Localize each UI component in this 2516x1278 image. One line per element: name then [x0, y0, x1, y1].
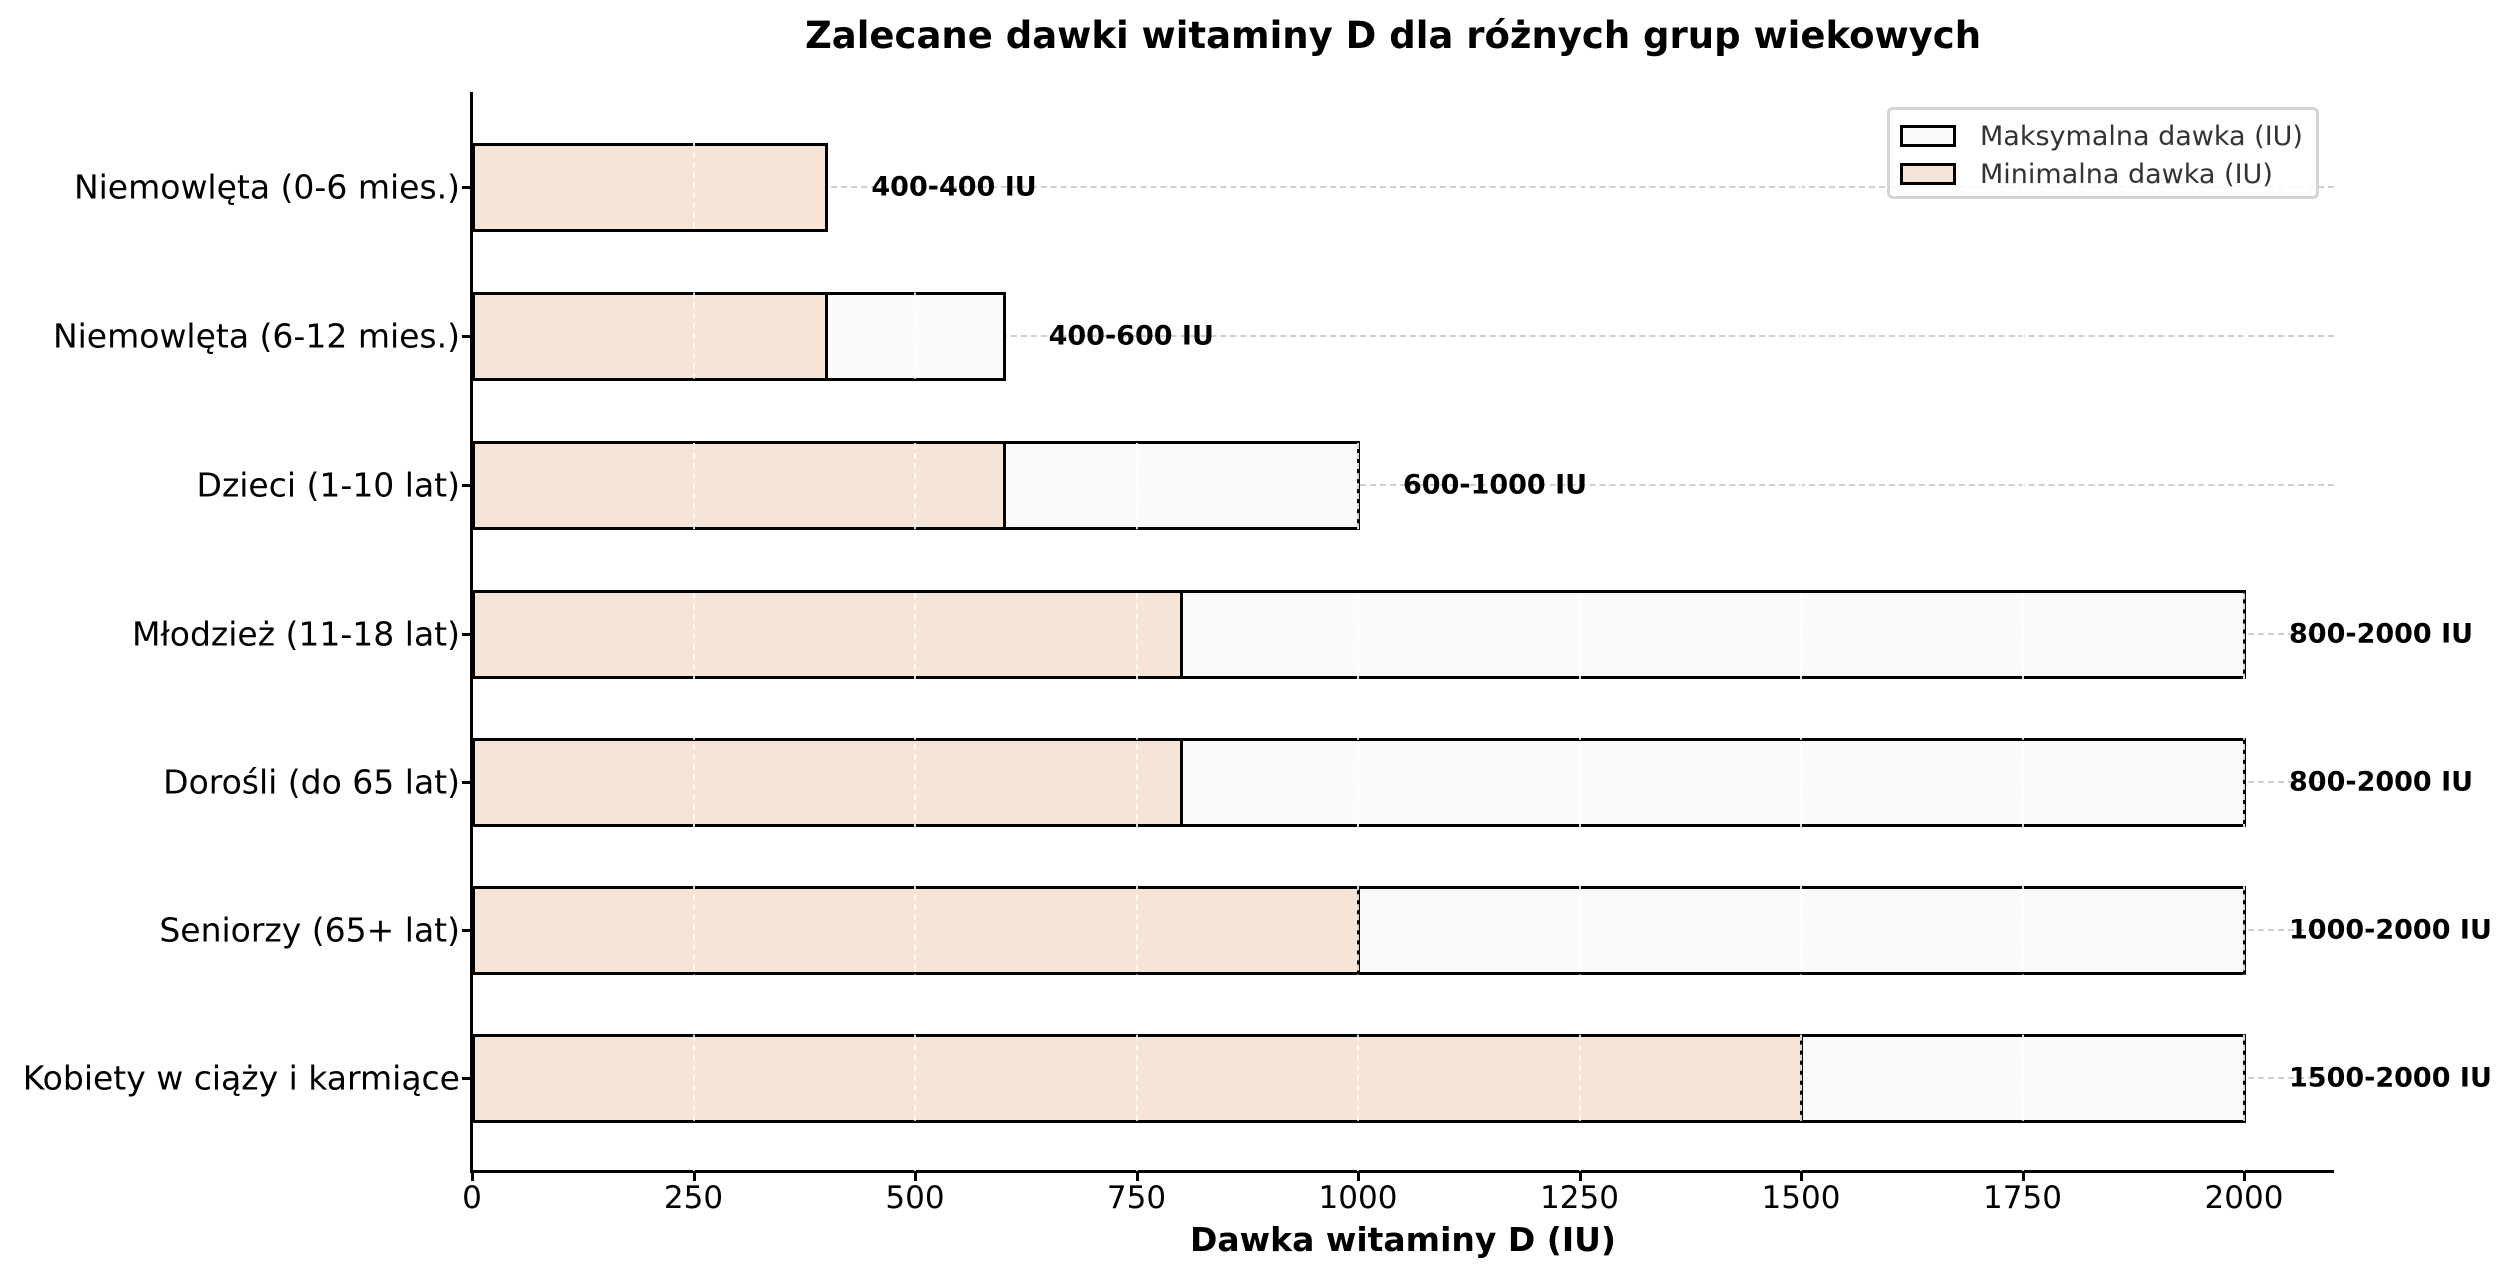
y-tick [462, 1077, 472, 1080]
y-category-label: Kobiety w ciąży i karmiące [22, 1058, 460, 1098]
v-gridline [1800, 92, 1802, 1171]
range-annotation: 600-1000 IU [1403, 469, 1588, 501]
legend-swatch-max [1900, 125, 1956, 147]
y-category-label: Niemowlęta (0-6 mies.) [73, 167, 460, 207]
range-annotation: 1500-2000 IU [2289, 1062, 2492, 1094]
x-tick [1135, 1171, 1139, 1181]
legend-item-max: Maksymalna dawka (IU) [1900, 118, 2303, 154]
y-tick [462, 186, 472, 189]
x-tick [914, 1171, 917, 1181]
chart-title: Zalecane dawki witaminy D dla różnych gr… [804, 14, 1982, 57]
x-tick [2243, 1171, 2246, 1181]
x-tick-label: 2000 [2204, 1180, 2284, 1216]
bar-min-dose [472, 441, 1006, 530]
y-tick [462, 781, 472, 784]
x-tick [1800, 1171, 1803, 1181]
y-category-label: Młodzież (11-18 lat) [131, 614, 460, 654]
y-tick [462, 484, 472, 487]
legend-label-min: Minimalna dawka (IU) [1980, 158, 2273, 190]
bar-min-dose [472, 292, 829, 381]
legend-label-max: Maksymalna dawka (IU) [1980, 120, 2303, 152]
y-tick [462, 633, 472, 636]
y-category-label: Dorośli (do 65 lat) [163, 762, 460, 802]
bar-min-dose [472, 738, 1183, 827]
h-gridline [472, 335, 2334, 337]
x-tick [692, 1171, 696, 1181]
v-gridline [1578, 92, 1581, 1171]
v-gridline [692, 92, 695, 1171]
h-gridline [472, 186, 2334, 188]
x-tick [471, 1171, 474, 1181]
x-tick-label: 250 [663, 1180, 724, 1216]
h-gridline [472, 484, 2334, 486]
x-axis-line [470, 1170, 2334, 1173]
y-category-label: Dzieci (1-10 lat) [196, 465, 460, 505]
legend-item-min: Minimalna dawka (IU) [1900, 156, 2273, 192]
range-annotation: 400-400 IU [871, 171, 1037, 203]
x-tick [1578, 1171, 1582, 1181]
x-axis-label: Dawka witaminy D (IU) [1189, 1220, 1617, 1259]
x-tick-label: 1000 [1318, 1180, 1398, 1216]
y-category-label: Seniorzy (65+ lat) [159, 910, 460, 950]
bar-min-dose [472, 1034, 1803, 1123]
x-tick [1357, 1171, 1360, 1181]
y-tick [462, 335, 472, 338]
x-tick-label: 1500 [1761, 1180, 1841, 1216]
x-tick-label: 0 [462, 1180, 482, 1216]
x-tick-label: 750 [1106, 1180, 1167, 1216]
bar-min-dose [472, 143, 829, 232]
v-gridline [914, 92, 916, 1171]
x-tick [2021, 1171, 2025, 1181]
y-category-label: Niemowlęta (6-12 mies.) [52, 316, 460, 356]
x-tick-label: 1250 [1540, 1180, 1619, 1216]
x-tick-label: 1750 [1983, 1180, 2062, 1216]
y-axis-line [470, 92, 473, 1173]
bar-min-dose [472, 590, 1183, 679]
range-annotation: 800-2000 IU [2289, 766, 2474, 798]
x-tick-label: 500 [885, 1180, 945, 1216]
v-gridline [1135, 92, 1138, 1171]
legend-swatch-min [1900, 163, 1956, 185]
range-annotation: 1000-2000 IU [2289, 914, 2492, 946]
v-gridline [2021, 92, 2024, 1171]
range-annotation: 800-2000 IU [2289, 618, 2474, 650]
bar-min-dose [472, 886, 1360, 975]
v-gridline [1357, 92, 1359, 1171]
v-gridline [2243, 92, 2245, 1171]
y-tick [462, 929, 472, 932]
legend: Maksymalna dawka (IU) Minimalna dawka (I… [1887, 107, 2319, 199]
range-annotation: 400-600 IU [1048, 320, 1214, 352]
